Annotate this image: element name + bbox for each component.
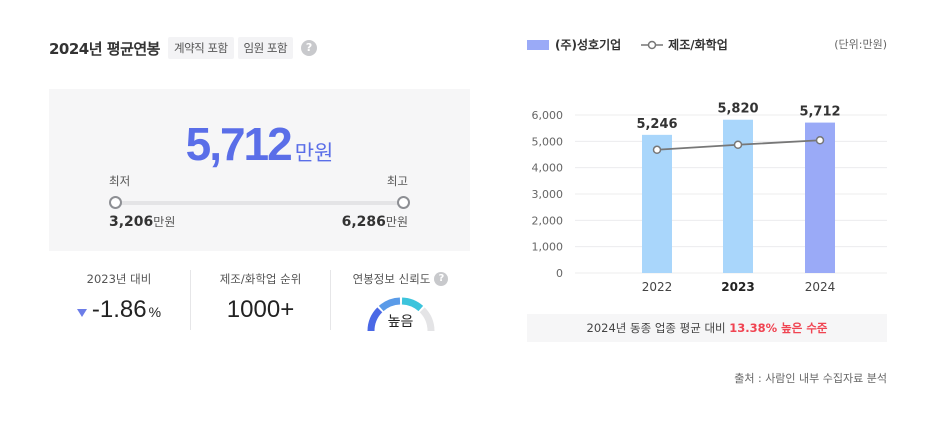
max-label: 최고 xyxy=(386,174,408,188)
stat-rank: 제조/화학업 순위 1000+ xyxy=(190,270,330,330)
chart-legend: (주)성호기업 제조/화학업 xyxy=(527,36,728,53)
reliability-value: 높음 xyxy=(387,314,414,330)
y-tick-label: 2,000 xyxy=(532,214,564,227)
page-title: 2024년 평균연봉 xyxy=(49,39,160,58)
salary-header: 2024년 평균연봉 계약직 포함 임원 포함 ? xyxy=(49,36,318,60)
help-icon[interactable]: ? xyxy=(301,40,318,56)
industry-point xyxy=(733,140,743,150)
range-min-knob xyxy=(109,196,122,209)
bar-value-label: 5,246 xyxy=(636,117,677,132)
average-salary-value: 5,712 xyxy=(185,118,293,170)
y-tick-label: 6,000 xyxy=(532,109,564,122)
stat-yoy-label: 2023년 대비 xyxy=(86,272,152,286)
max-salary-value: 6,286 xyxy=(341,214,386,230)
salary-chart: 0 1,000 2,000 3,000 4,000 5,000 6,000 5,246 5,82… xyxy=(532,102,887,294)
stat-rank-label: 제조/화학업 순위 xyxy=(219,272,302,286)
legend-company-swatch xyxy=(527,39,549,50)
reliability-help-icon[interactable]: ? xyxy=(434,272,449,286)
salary-range-track xyxy=(115,201,404,205)
min-label: 최저 xyxy=(109,174,131,188)
stat-yoy-value: -1.86 xyxy=(91,296,147,323)
source-note: 출처 : 사람인 내부 수집자료 분석 xyxy=(734,372,887,385)
max-salary: 6,286만원 xyxy=(342,213,408,230)
down-arrow-icon xyxy=(76,309,87,317)
stat-reliability-label: 연봉정보 신뢰도 xyxy=(352,272,431,286)
comparison-text: 2024년 동종 업종 평균 대비 xyxy=(586,321,730,335)
reliability-gauge: 높음 xyxy=(365,295,437,333)
max-salary-unit: 만원 xyxy=(385,215,408,229)
min-salary: 3,206만원 xyxy=(109,213,175,230)
y-tick-label: 5,000 xyxy=(532,135,564,148)
industry-point xyxy=(652,145,662,155)
stat-yoy-suffix: % xyxy=(148,304,162,320)
legend-industry-label: 제조/화학업 xyxy=(668,38,728,52)
industry-comparison: 2024년 동종 업종 평균 대비 13.38% 높은 수준 xyxy=(527,314,887,342)
tag-executive-included: 임원 포함 xyxy=(237,37,294,59)
stat-reliability-label-row: 연봉정보 신뢰도 ? xyxy=(331,270,470,288)
stat-yoy: 2023년 대비 -1.86% xyxy=(49,270,189,330)
x-tick-label: 2024 xyxy=(805,280,836,294)
stat-rank-value: 1000+ xyxy=(226,296,295,323)
range-max-knob xyxy=(397,196,410,209)
stat-yoy-value-row: -1.86% xyxy=(49,296,189,324)
y-tick-label: 0 xyxy=(556,267,563,280)
industry-point xyxy=(815,136,825,145)
y-tick-label: 4,000 xyxy=(532,162,564,175)
y-tick-label: 1,000 xyxy=(532,241,564,254)
min-salary-value: 3,206 xyxy=(109,214,154,230)
x-tick-label: 2023 xyxy=(721,280,754,294)
legend-company-label: (주)성호기업 xyxy=(555,38,622,52)
y-tick-label: 3,000 xyxy=(532,188,564,201)
gauge-arc-icon xyxy=(367,297,434,332)
average-salary-card: 5,712 만원 최저 최고 3,206만원 6,286만원 xyxy=(49,89,470,251)
legend-line-icon xyxy=(641,40,664,49)
average-salary: 5,712 만원 xyxy=(49,117,470,171)
comparison-highlight: 13.38% 높은 수준 xyxy=(729,321,828,335)
x-tick-label: 2022 xyxy=(642,280,673,294)
stat-reliability: 연봉정보 신뢰도 ? 높음 xyxy=(330,270,470,333)
tag-contract-included: 계약직 포함 xyxy=(167,37,234,59)
bar xyxy=(805,122,835,273)
bar-value-label: 5,712 xyxy=(799,105,840,120)
min-salary-unit: 만원 xyxy=(153,215,176,229)
average-salary-unit: 만원 xyxy=(294,141,334,165)
bar-value-label: 5,820 xyxy=(717,102,758,117)
bar xyxy=(642,134,672,273)
unit-note: (단위:만원) xyxy=(834,38,887,51)
